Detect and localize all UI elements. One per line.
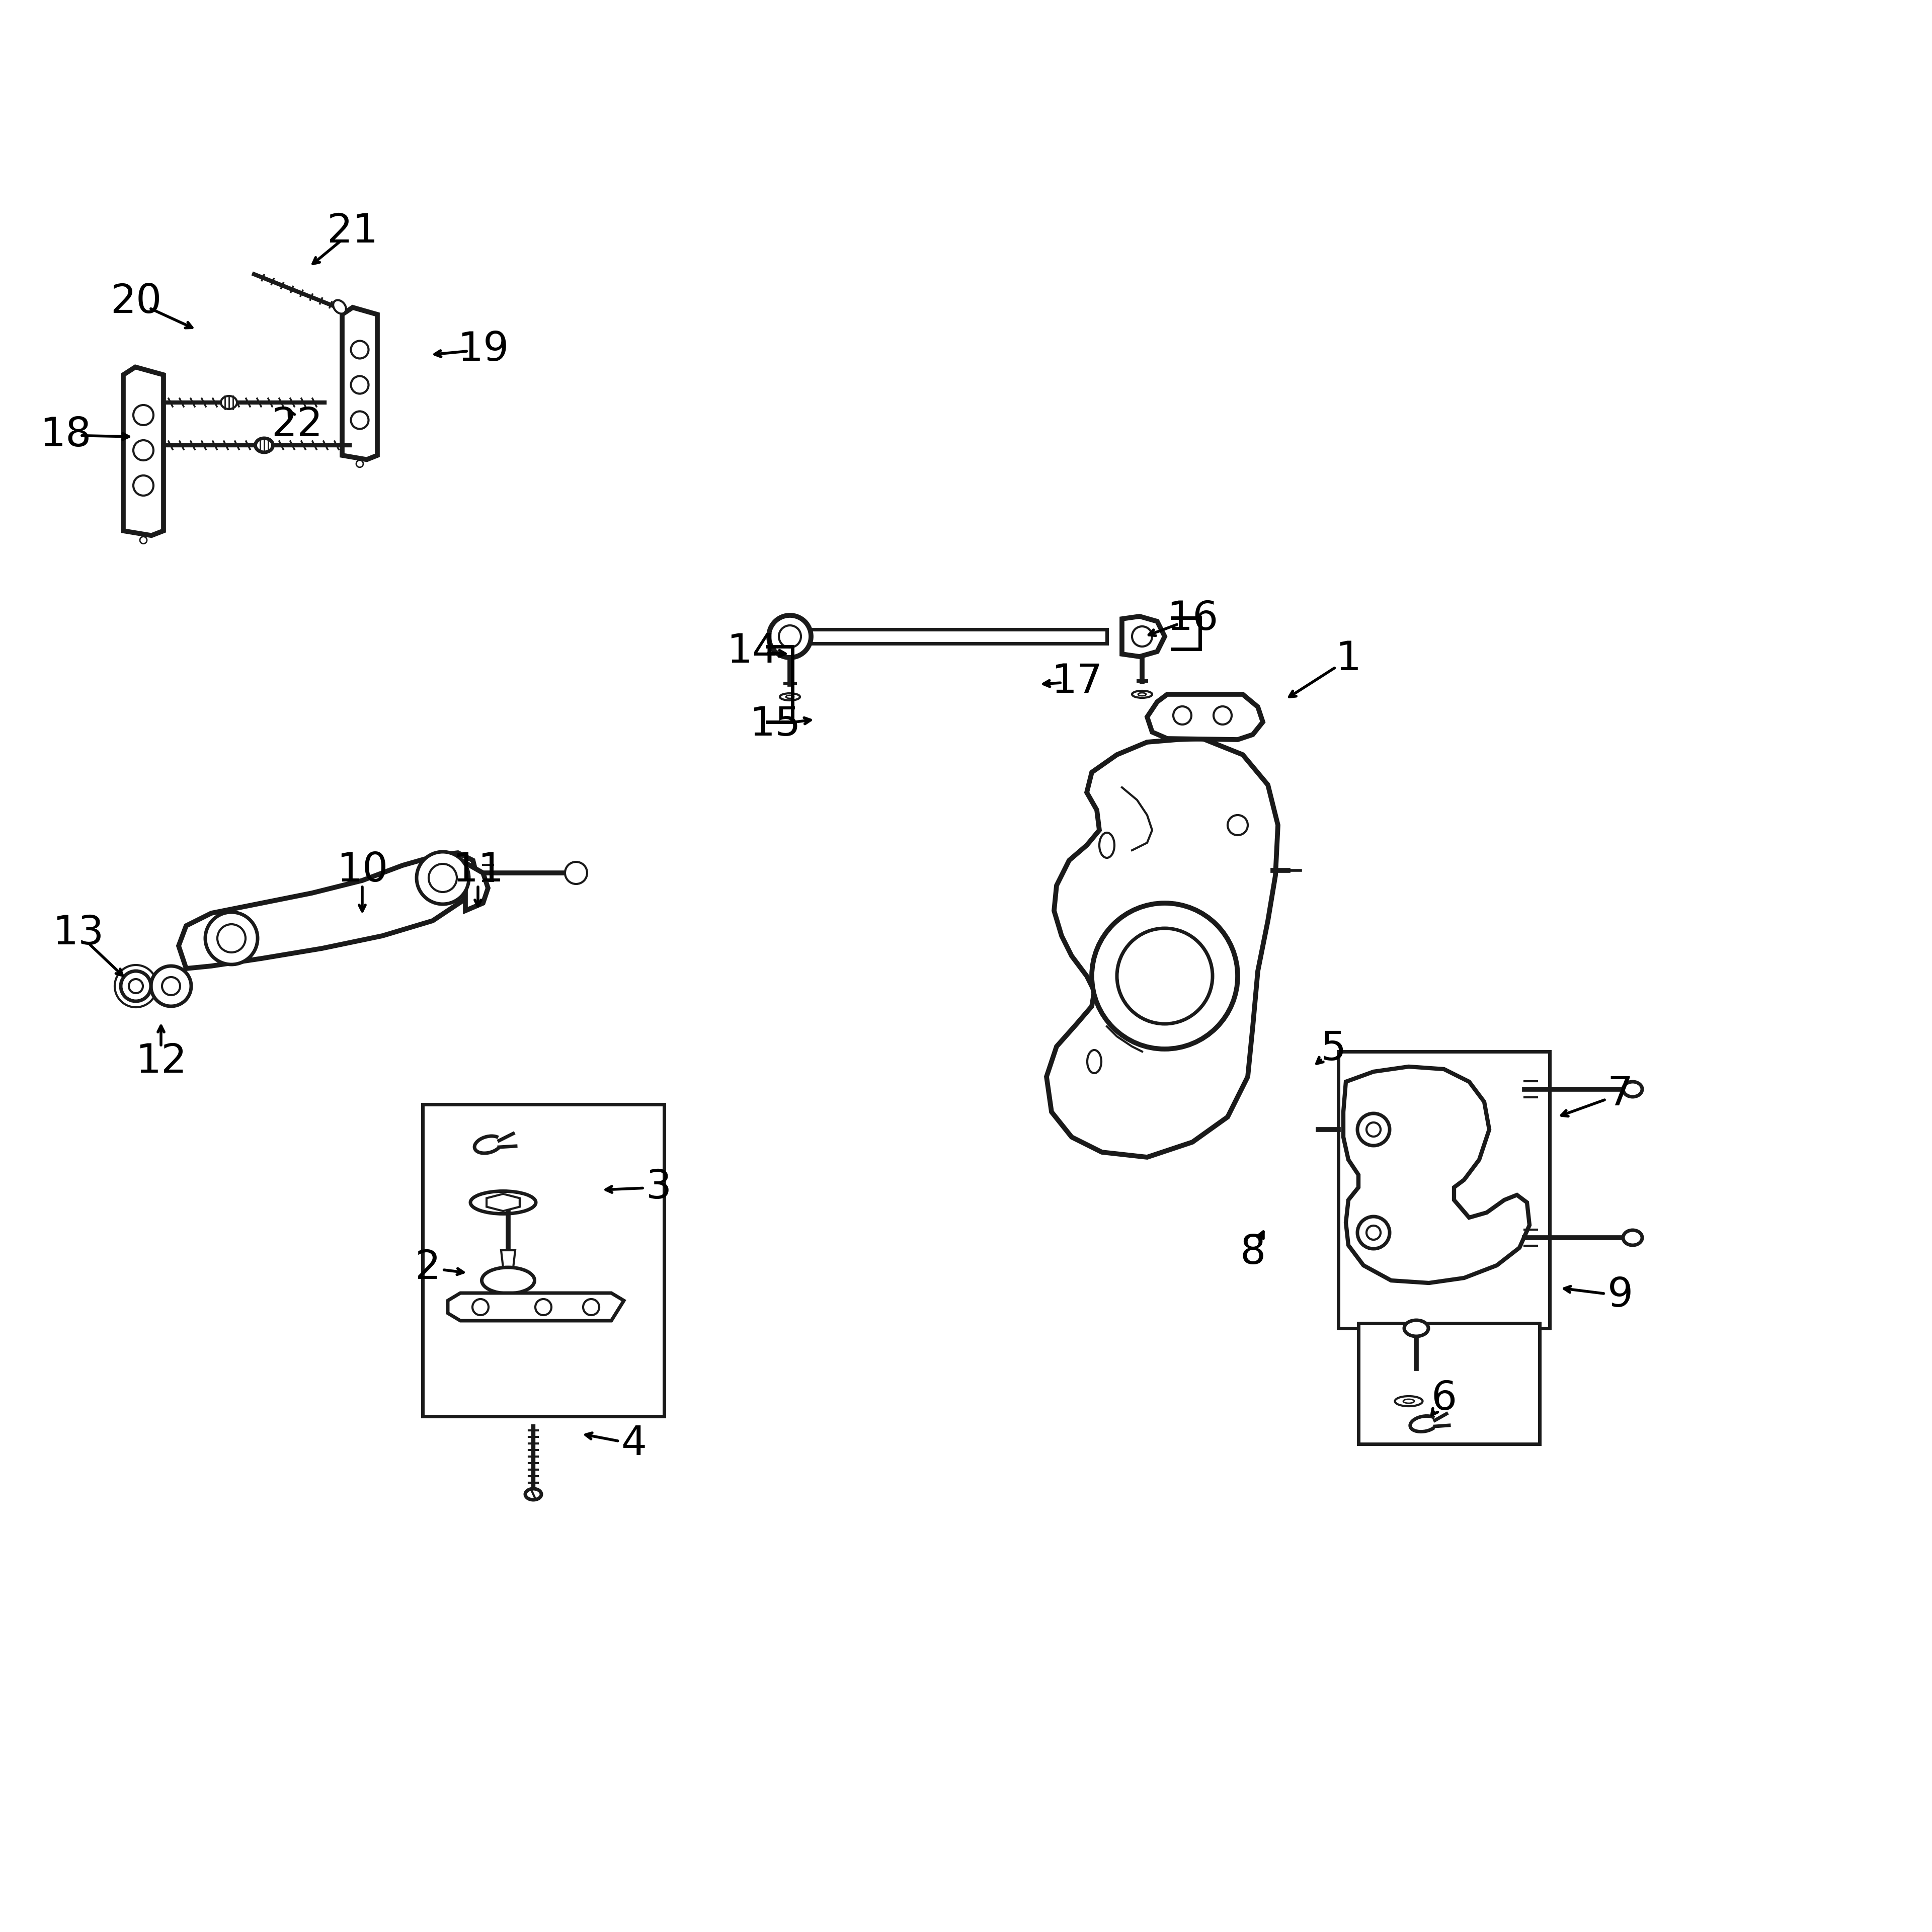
Polygon shape bbox=[466, 864, 489, 910]
Circle shape bbox=[352, 340, 369, 359]
Bar bbox=[1358, 1323, 1540, 1443]
Polygon shape bbox=[1047, 738, 1277, 1157]
Text: 9: 9 bbox=[1607, 1275, 1633, 1316]
Polygon shape bbox=[124, 367, 164, 535]
Ellipse shape bbox=[786, 696, 794, 697]
Polygon shape bbox=[1343, 1066, 1530, 1283]
Text: 22: 22 bbox=[270, 406, 323, 444]
Circle shape bbox=[564, 862, 587, 885]
Circle shape bbox=[1358, 1217, 1389, 1248]
Ellipse shape bbox=[1403, 1399, 1414, 1403]
Text: 4: 4 bbox=[620, 1424, 647, 1464]
Ellipse shape bbox=[781, 694, 800, 701]
Text: 17: 17 bbox=[1051, 663, 1103, 701]
Circle shape bbox=[583, 1298, 599, 1316]
Circle shape bbox=[779, 626, 802, 647]
Circle shape bbox=[151, 966, 191, 1007]
Ellipse shape bbox=[255, 439, 272, 452]
Text: 16: 16 bbox=[1167, 599, 1219, 638]
Polygon shape bbox=[1122, 616, 1165, 657]
Text: 1: 1 bbox=[1335, 639, 1362, 678]
Circle shape bbox=[417, 852, 469, 904]
Ellipse shape bbox=[526, 1490, 541, 1499]
Ellipse shape bbox=[1623, 1082, 1642, 1097]
Circle shape bbox=[1173, 707, 1192, 725]
Text: 18: 18 bbox=[41, 415, 91, 454]
Ellipse shape bbox=[1138, 694, 1146, 696]
Circle shape bbox=[473, 1298, 489, 1316]
Circle shape bbox=[1117, 927, 1213, 1024]
Text: 3: 3 bbox=[645, 1167, 672, 1208]
Circle shape bbox=[352, 377, 369, 394]
Polygon shape bbox=[342, 307, 377, 460]
Polygon shape bbox=[178, 852, 477, 968]
Circle shape bbox=[352, 412, 369, 429]
Circle shape bbox=[429, 864, 456, 893]
Circle shape bbox=[133, 440, 153, 460]
Text: 12: 12 bbox=[135, 1041, 187, 1082]
Circle shape bbox=[1132, 626, 1151, 647]
Polygon shape bbox=[487, 1194, 520, 1211]
Ellipse shape bbox=[1132, 692, 1151, 697]
Circle shape bbox=[139, 537, 147, 543]
Circle shape bbox=[1092, 902, 1238, 1049]
Circle shape bbox=[216, 923, 245, 952]
Circle shape bbox=[1227, 815, 1248, 835]
Text: 7: 7 bbox=[1607, 1074, 1633, 1115]
Circle shape bbox=[133, 475, 153, 497]
Circle shape bbox=[769, 614, 811, 657]
Circle shape bbox=[120, 972, 151, 1001]
Ellipse shape bbox=[1099, 833, 1115, 858]
Ellipse shape bbox=[1405, 1320, 1428, 1337]
Text: 6: 6 bbox=[1432, 1379, 1457, 1418]
Polygon shape bbox=[500, 1250, 516, 1267]
Polygon shape bbox=[800, 630, 1107, 643]
Text: 13: 13 bbox=[52, 914, 104, 952]
Polygon shape bbox=[448, 1293, 624, 1321]
Circle shape bbox=[162, 978, 180, 995]
Ellipse shape bbox=[332, 299, 346, 313]
Ellipse shape bbox=[1088, 1049, 1101, 1072]
Ellipse shape bbox=[1395, 1397, 1422, 1406]
Text: 11: 11 bbox=[452, 850, 504, 891]
Ellipse shape bbox=[469, 1192, 535, 1213]
Circle shape bbox=[129, 980, 143, 993]
Polygon shape bbox=[1148, 694, 1264, 740]
Text: 10: 10 bbox=[336, 850, 388, 891]
Text: 21: 21 bbox=[327, 213, 379, 251]
Bar bbox=[1339, 1051, 1549, 1329]
Text: 15: 15 bbox=[750, 705, 800, 744]
Circle shape bbox=[1358, 1113, 1389, 1146]
Ellipse shape bbox=[481, 1267, 535, 1294]
Text: 8: 8 bbox=[1240, 1233, 1265, 1273]
Circle shape bbox=[133, 406, 153, 425]
Text: 20: 20 bbox=[110, 282, 162, 321]
Circle shape bbox=[1213, 707, 1233, 725]
Ellipse shape bbox=[220, 396, 238, 410]
Text: 19: 19 bbox=[458, 330, 508, 369]
Ellipse shape bbox=[1623, 1231, 1642, 1246]
Circle shape bbox=[114, 964, 156, 1007]
Circle shape bbox=[1366, 1122, 1381, 1136]
Bar bbox=[423, 1105, 665, 1416]
Circle shape bbox=[205, 912, 257, 964]
Text: 14: 14 bbox=[726, 632, 779, 670]
Circle shape bbox=[355, 460, 363, 468]
Circle shape bbox=[535, 1298, 551, 1316]
Circle shape bbox=[1366, 1225, 1381, 1240]
Text: 2: 2 bbox=[415, 1248, 440, 1287]
Text: 5: 5 bbox=[1320, 1030, 1347, 1068]
